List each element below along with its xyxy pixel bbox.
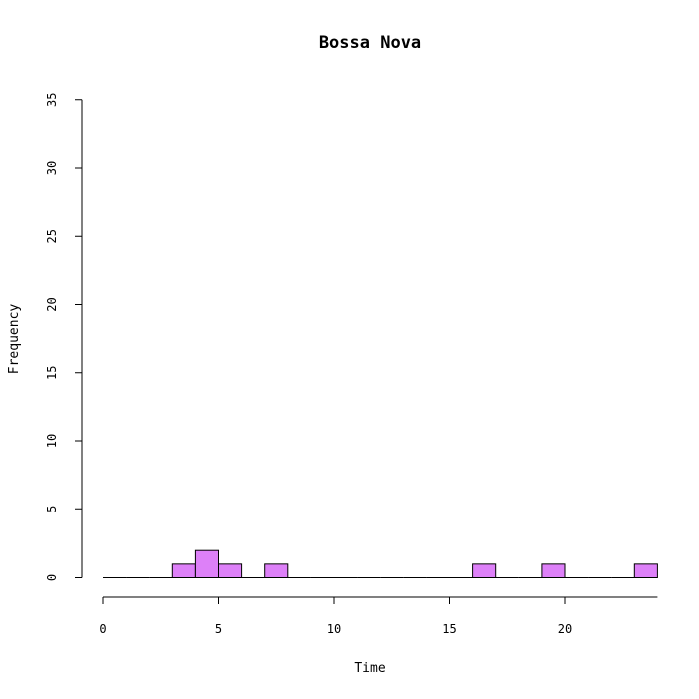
x-tick-label: 5: [215, 622, 222, 636]
histogram-bar: [633, 563, 658, 578]
histogram-bar: [541, 563, 566, 578]
histogram-bar: [264, 563, 289, 578]
x-axis-label: Time: [354, 661, 385, 676]
x-axis: 0 5 10 15 20: [99, 596, 658, 636]
y-axis: 0 5 10 15 20 25 30 35: [45, 93, 83, 581]
y-axis-label: Frequency: [7, 304, 22, 375]
y-tick-label: 15: [45, 366, 59, 380]
x-tick-label: 15: [442, 622, 456, 636]
chart-title: Bossa Nova: [319, 33, 421, 53]
y-tick-label: 30: [45, 161, 59, 175]
histogram-bar: [171, 563, 196, 578]
y-tick-label: 0: [45, 574, 59, 581]
y-tick-label: 25: [45, 229, 59, 243]
y-tick-label: 10: [45, 434, 59, 448]
x-tick-label: 10: [327, 622, 341, 636]
y-tick-label: 5: [45, 506, 59, 513]
histogram-bar: [472, 563, 497, 578]
x-tick-label: 0: [99, 622, 106, 636]
x-tick-label: 20: [558, 622, 572, 636]
y-tick-label: 35: [45, 93, 59, 107]
y-tick-label: 20: [45, 297, 59, 311]
histogram-bar: [218, 563, 243, 578]
bars: [103, 549, 658, 579]
histogram-bar: [194, 549, 219, 579]
